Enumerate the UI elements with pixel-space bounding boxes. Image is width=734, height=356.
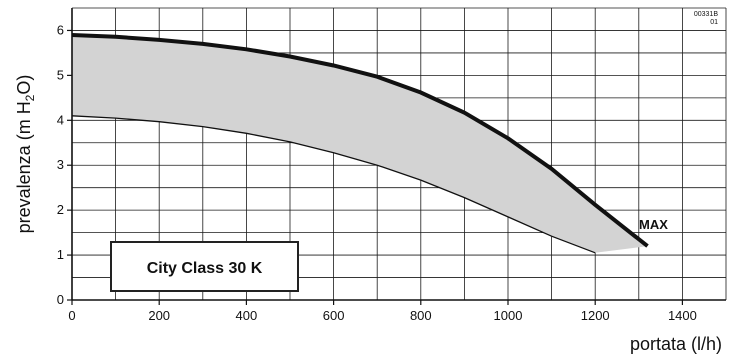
operating-range-area	[72, 35, 648, 253]
y-tick-label: 2	[57, 202, 64, 217]
y-tick-label: 1	[57, 247, 64, 262]
x-tick-label: 1000	[494, 308, 523, 323]
x-tick-label: 800	[410, 308, 432, 323]
y-axis-title: prevalenza (m H2O)	[14, 75, 37, 234]
y-tick-labels: 0 1 2 3 4 5 6	[57, 22, 64, 307]
y-axis-title-prefix: prevalenza (m H	[14, 101, 34, 233]
x-axis-title: portata (l/h)	[630, 334, 722, 354]
x-tick-label: 200	[148, 308, 170, 323]
x-tick-label: 1400	[668, 308, 697, 323]
min-curve-line	[71, 115, 596, 254]
x-tick-label: 1200	[581, 308, 610, 323]
model-label: City Class 30 K	[147, 260, 263, 277]
x-tick-label: 600	[323, 308, 345, 323]
max-curve-line	[71, 33, 649, 248]
y-tick-label: 3	[57, 157, 64, 172]
x-tick-label: 400	[236, 308, 258, 323]
x-tick-labels: 0 200 400 600 800 1000 1200 1400	[68, 308, 696, 323]
y-tick-label: 0	[57, 292, 64, 307]
figure-code-line-1: 00331B	[694, 11, 718, 18]
model-label-box	[110, 241, 299, 292]
y-axis-title-subscript: 2	[23, 94, 37, 101]
y-tick-label: 4	[57, 112, 64, 127]
y-axis-title-suffix: O)	[14, 75, 34, 95]
y-tick-label: 5	[57, 67, 64, 82]
figure-code-line-2: 01	[710, 19, 718, 26]
x-tick-label: 0	[68, 308, 75, 323]
axes	[67, 8, 726, 305]
y-tick-label: 6	[57, 22, 64, 37]
max-curve-label: MAX	[639, 217, 668, 232]
